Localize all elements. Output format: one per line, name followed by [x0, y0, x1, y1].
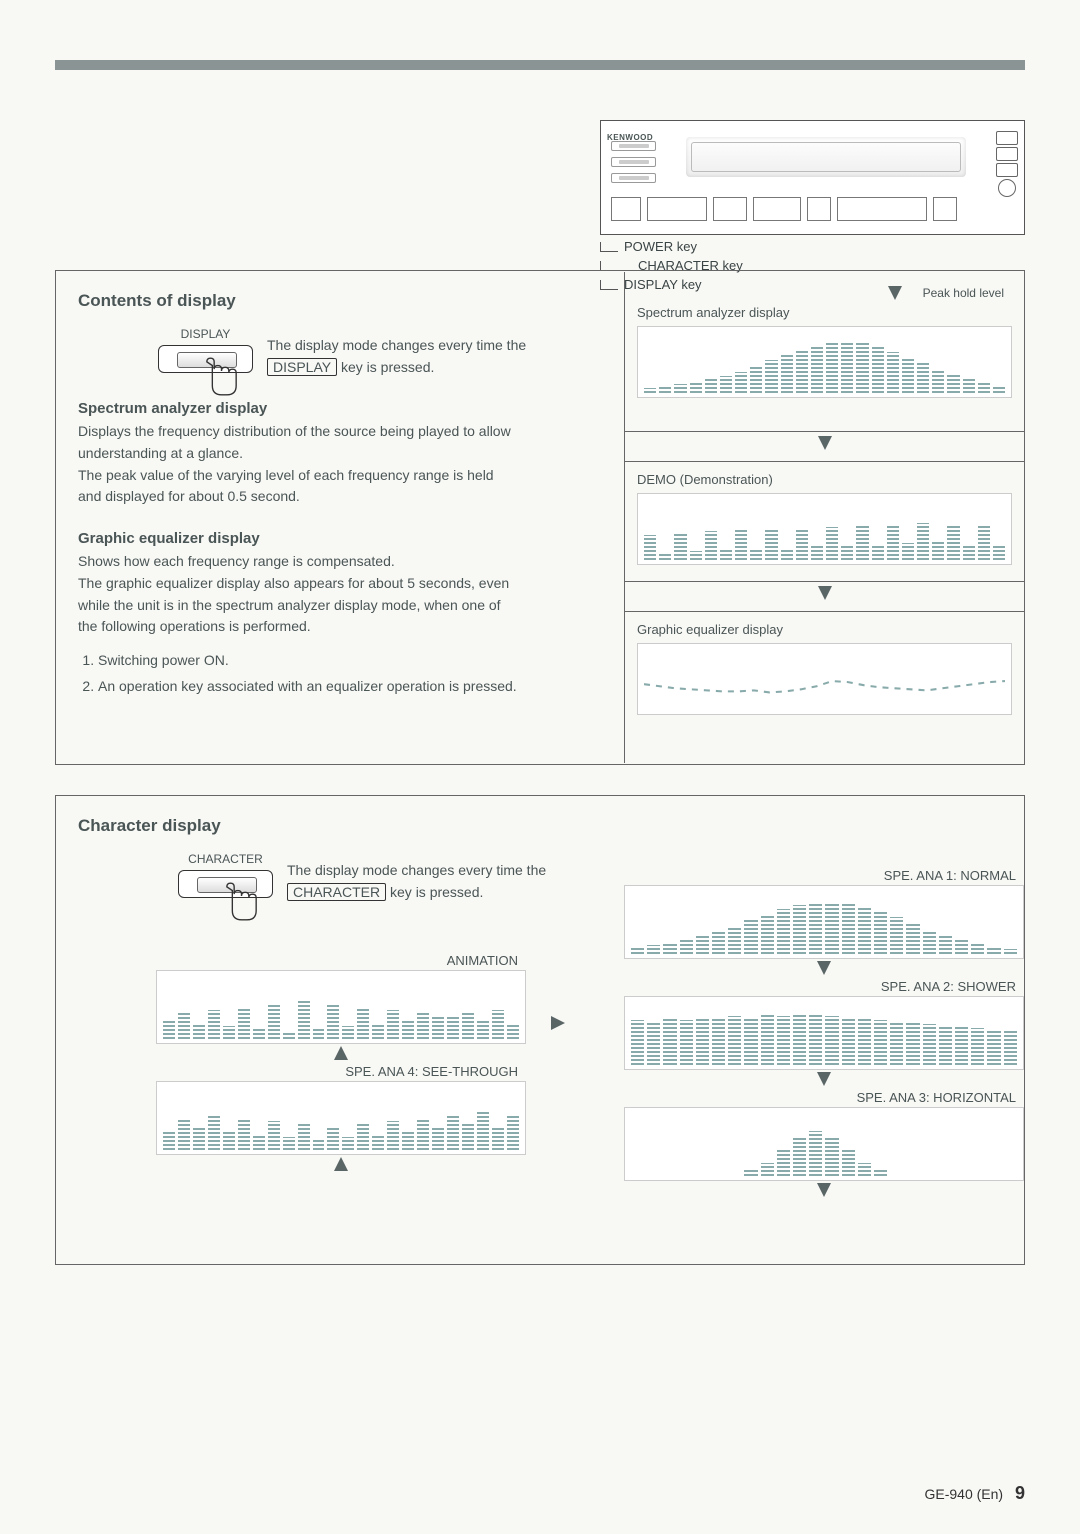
character-mini-display: [624, 996, 1024, 1070]
arrow-down-icon: [817, 1183, 831, 1197]
demo-mini-display: [637, 493, 1012, 565]
arrow-up-icon: [334, 1046, 348, 1060]
arrow-up-icon: [334, 1157, 348, 1171]
hand-icon: [214, 874, 269, 929]
character-display-animation: ANIMATION: [156, 953, 526, 1060]
callout-power: POWER key: [624, 239, 697, 254]
arrow-down-icon: [818, 436, 832, 450]
footer-model: GE-940 (En): [925, 1486, 1004, 1502]
character-mini-display: [624, 1107, 1024, 1181]
character-right-displays: SPE. ANA 1: NORMAL SPE. ANA 2: SHOWER SPE.…: [624, 866, 1024, 1201]
demo-panel-title: DEMO (Demonstration): [637, 472, 1012, 487]
equipment-left-buttons: [611, 141, 656, 183]
character-display-label: SPE. ANA 4: SEE-THROUGH: [164, 1064, 518, 1079]
character-display-label: SPE. ANA 1: NORMAL: [632, 868, 1016, 883]
peak-hold-label: Peak hold level: [923, 286, 1004, 300]
character-button-label: CHARACTER: [178, 852, 273, 866]
hand-icon: [194, 349, 249, 404]
equipment-side-knobs: [996, 131, 1018, 197]
equipment-lower-controls: [611, 191, 982, 227]
footer-page-number: 9: [1015, 1483, 1025, 1503]
arrow-right-icon: [551, 1016, 565, 1030]
equipment-screen: [686, 137, 966, 177]
spectrum-panel-title: Spectrum analyzer display: [637, 305, 1012, 320]
character-display-box: Character display CHARACTER The display …: [55, 795, 1025, 1265]
character-left-displays: ANIMATION SPE. ANA 4: SEE-THROUGH: [156, 951, 526, 1175]
page-footer: GE-940 (En) 9: [925, 1483, 1026, 1504]
eq-mini-display: [637, 643, 1012, 715]
character-display-label: SPE. ANA 2: SHOWER: [632, 979, 1016, 994]
spectrum-mini-display: [637, 326, 1012, 398]
character-display-see-through: SPE. ANA 4: SEE-THROUGH: [156, 1064, 526, 1171]
display-press-text: The display mode changes every time the …: [267, 327, 567, 378]
character-mini-display: [156, 1081, 526, 1155]
character-display-label: ANIMATION: [164, 953, 518, 968]
list-item: Switching power ON.: [98, 650, 518, 672]
equipment-panel: KENWOOD: [600, 120, 1025, 235]
graphic-eq-list: Switching power ON. An operation key ass…: [78, 650, 518, 697]
character-mini-display: [156, 970, 526, 1044]
character-heading: Character display: [78, 816, 1002, 836]
boxed-key-character: CHARACTER: [287, 883, 386, 901]
character-display-horizontal: SPE. ANA 3: HORIZONTAL: [624, 1090, 1024, 1197]
eq-panel-title: Graphic equalizer display: [637, 622, 1012, 637]
top-rule: [55, 60, 1025, 70]
arrow-down-icon: [817, 961, 831, 975]
display-mode-stack: Peak hold level Spectrum analyzer displa…: [624, 272, 1024, 763]
arrow-down-icon: [818, 586, 832, 600]
character-display-shower: SPE. ANA 2: SHOWER: [624, 979, 1024, 1086]
character-display-label: SPE. ANA 3: HORIZONTAL: [632, 1090, 1016, 1105]
character-mini-display: [624, 885, 1024, 959]
list-item: An operation key associated with an equa…: [98, 676, 518, 698]
character-display-normal: SPE. ANA 1: NORMAL: [624, 868, 1024, 975]
contents-of-display-box: Contents of display DISPLAY The display …: [55, 270, 1025, 765]
boxed-key-display: DISPLAY: [267, 358, 337, 376]
display-button-label: DISPLAY: [158, 327, 253, 341]
eq-line-icon: [644, 648, 1005, 710]
spectrum-body: Displays the frequency distribution of t…: [78, 421, 518, 508]
arrow-down-icon: [817, 1072, 831, 1086]
graphic-eq-body: Shows how each frequency range is compen…: [78, 551, 518, 638]
arrow-down-icon: [888, 286, 902, 300]
character-press-text: The display mode changes every time the …: [287, 852, 547, 903]
